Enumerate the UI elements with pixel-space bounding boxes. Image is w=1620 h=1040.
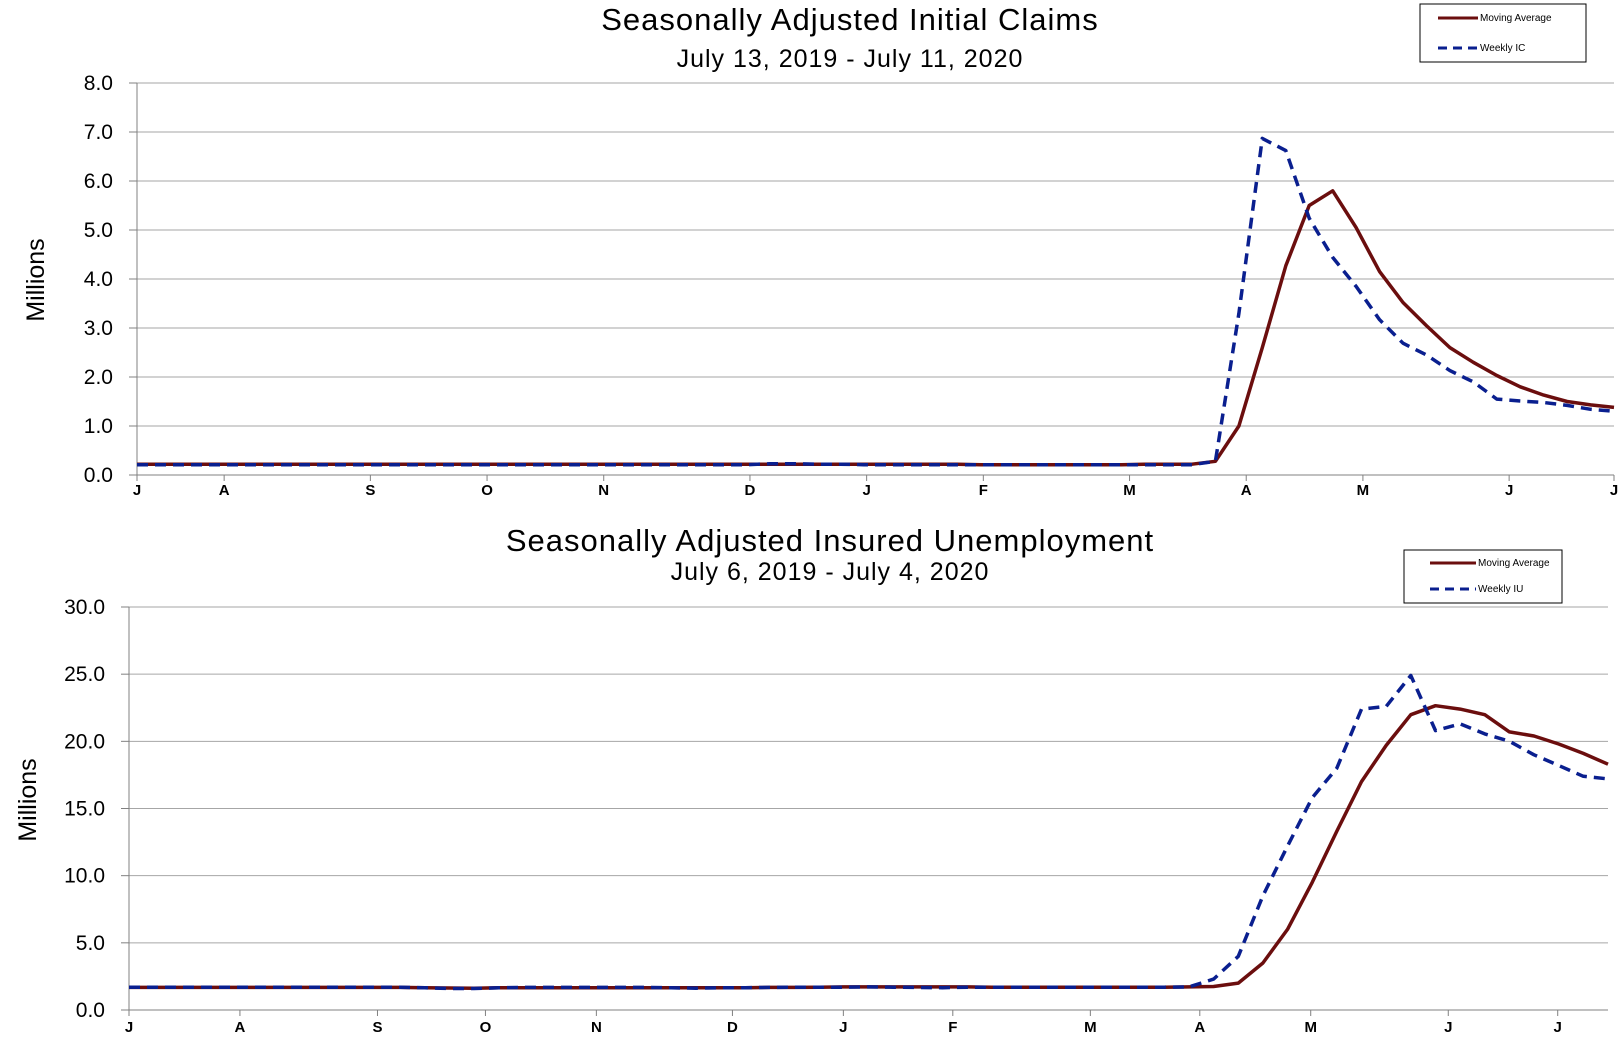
- chart2-legend-weekly-iu-label: Weekly IU: [1478, 584, 1523, 595]
- chart1-x-tick-label: S: [365, 482, 375, 499]
- chart1-x-tick-label: F: [979, 482, 988, 499]
- chart1-subtitle: July 13, 2019 - July 11, 2020: [677, 45, 1024, 73]
- chart1-x-tick-label: N: [598, 482, 609, 499]
- chart1-y-tick-label: 3.0: [84, 317, 113, 340]
- chart2-subtitle: July 6, 2019 - July 4, 2020: [671, 558, 990, 586]
- chart1-x-tick-label: J: [1610, 482, 1618, 499]
- chart2-y-tick-label: 0.0: [76, 999, 105, 1022]
- chart1-y-axis-label: Millions: [22, 238, 50, 321]
- chart1-x-tick-label: J: [1505, 482, 1513, 499]
- chart1-x-tick-label: J: [862, 482, 870, 499]
- chart1-y-tick-label: 1.0: [84, 415, 113, 438]
- chart1-x-tick-label: M: [1123, 482, 1136, 499]
- chart1-y-tick-label: 6.0: [84, 170, 113, 193]
- chart2-x-tick-label: O: [480, 1019, 492, 1036]
- chart2-x-tick-label: J: [125, 1019, 133, 1036]
- chart1-x-tick-label: A: [219, 482, 230, 499]
- chart2-x-tick-label: S: [372, 1019, 382, 1036]
- chart2-y-tick-label: 30.0: [64, 596, 105, 619]
- chart1-y-tick-label: 0.0: [84, 464, 113, 487]
- chart2-title: Seasonally Adjusted Insured Unemployment: [506, 523, 1154, 558]
- chart2-x-tick-label: N: [591, 1019, 602, 1036]
- chart1-plot-area: 0.0 1.0 2.0 3.0 4.0 5.0 6.0 7.0 8.0 J A S O N D J F M A M J J: [84, 72, 1618, 499]
- chart1-x-tick-label: J: [133, 482, 141, 499]
- chart2-legend-moving-average-label: Moving Average: [1478, 558, 1550, 569]
- chart2-y-tick-label: 25.0: [64, 663, 105, 686]
- chart1-legend-weekly-ic-label: Weekly IC: [1480, 43, 1525, 54]
- chart1-x-tick-label: O: [481, 482, 493, 499]
- chart1-series-weekly-ic: [137, 136, 1615, 467]
- chart1-title: Seasonally Adjusted Initial Claims: [601, 2, 1099, 37]
- chart2-y-tick-label: 10.0: [64, 865, 105, 888]
- chart2-x-tick-label: F: [948, 1019, 957, 1036]
- chart1-y-tick-label: 8.0: [84, 72, 113, 95]
- chart2-x-tick-label: J: [839, 1019, 847, 1036]
- chart2-x-tick-label: J: [1444, 1019, 1452, 1036]
- chart2-legend: Moving Average Weekly IU: [1403, 549, 1563, 604]
- chart2-x-tick-label: A: [1194, 1019, 1205, 1036]
- chart2-x-tick-label: A: [235, 1019, 246, 1036]
- chart1-x-tick-label: D: [745, 482, 756, 499]
- chart1-legend: Moving Average Weekly IC: [1419, 3, 1587, 63]
- chart1-x-tick-label: A: [1241, 482, 1252, 499]
- chart1-x-tick-label: M: [1357, 482, 1370, 499]
- chart1-legend-moving-average-label: Moving Average: [1480, 13, 1552, 24]
- chart2-x-tick-label: M: [1084, 1019, 1097, 1036]
- chart2-x-tick-label: J: [1554, 1019, 1562, 1036]
- chart2-y-tick-label: 20.0: [64, 730, 105, 753]
- chart2-x-tick-label: D: [727, 1019, 738, 1036]
- chart2-series-moving-average: [129, 703, 1609, 990]
- chart2-x-tick-label: M: [1304, 1019, 1317, 1036]
- chart2-y-axis-label: Millions: [14, 758, 42, 841]
- chart1-y-tick-label: 2.0: [84, 366, 113, 389]
- chart2-plot-area: 0.0 5.0 10.0 15.0 20.0 25.0 30.0 J A S O N D J F M A M J J: [64, 596, 1609, 1036]
- chart2-y-tick-label: 15.0: [64, 798, 105, 821]
- chart1-y-tick-label: 7.0: [84, 121, 113, 144]
- chart2-y-tick-label: 5.0: [76, 932, 105, 955]
- chart1-y-tick-label: 5.0: [84, 219, 113, 242]
- chart2-series-weekly-iu: [129, 673, 1609, 991]
- chart1-y-tick-label: 4.0: [84, 268, 113, 291]
